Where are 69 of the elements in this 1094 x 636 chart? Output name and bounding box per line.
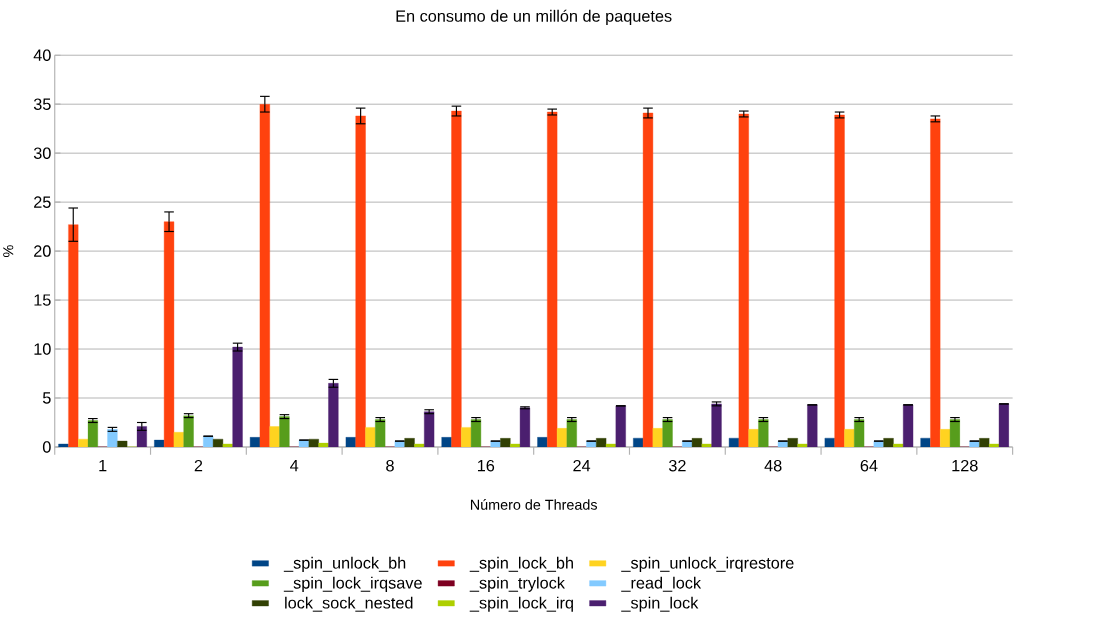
bar [470,419,482,447]
bar [318,442,329,447]
y-axis-title: % [3,245,14,257]
bar [989,443,1000,447]
chart-title: En consumo de un millón de paquetes [396,9,672,26]
bar [797,443,808,447]
y-tick-label: 20 [34,245,51,257]
bar [537,437,548,447]
x-tick-label: 64 [860,459,878,472]
bar [748,429,759,447]
bar [893,443,904,447]
legend-label: _read_lock [621,576,702,592]
x-tick-label: 48 [764,459,782,472]
bar [510,443,521,447]
bar [949,419,961,447]
y-tick-label: 15 [34,294,51,306]
x-tick-label: 32 [668,459,686,472]
x-tick-label: 24 [573,459,591,472]
bar [345,437,356,447]
bar [605,443,617,447]
legend-label: _spin_unlock_irqrestore [621,556,794,572]
legend-label: _spin_trylock [469,576,565,592]
bar [461,427,472,447]
bar [758,419,769,447]
bar [279,416,290,447]
bar [566,419,577,447]
bar [844,429,855,447]
legend-label: _spin_lock_irqsave [283,576,422,592]
y-tick-label: 35 [33,98,51,110]
bar [298,439,310,447]
bar [854,419,865,447]
bar [87,420,98,447]
bar [154,439,165,447]
bar [173,432,184,447]
bar [77,438,89,447]
x-tick-label: 1 [99,459,107,472]
bar [269,426,280,447]
x-axis-title: Número de Threads [470,499,598,510]
y-tick-label: 40 [33,49,51,61]
y-tick-label: 5 [42,392,51,404]
bar [183,415,194,447]
bar [920,437,931,447]
bar [824,437,835,447]
legend-label: lock_sock_nested [285,596,413,612]
y-tick-label: 30 [33,147,51,159]
x-tick-label: 8 [386,459,394,472]
bar [365,427,376,447]
bar [375,419,386,447]
bar [556,428,568,447]
bar [58,443,69,447]
bar [662,419,673,447]
legend-label: _spin_unlock_bh [283,556,406,572]
legend-label: _spin_lock [621,596,699,612]
y-tick-label: 25 [34,196,51,208]
x-tick-label: 128 [952,459,978,472]
bar [107,429,118,447]
y-tick-label: 10 [34,343,51,355]
x-tick-label: 16 [477,459,495,472]
legend-label: _spin_lock_bh [469,556,573,572]
bar [414,443,425,447]
y-tick-label: 0 [42,441,51,453]
legend-label: _spin_lock_irq [469,596,573,612]
bar [701,443,712,447]
bar [728,437,740,447]
bar [441,437,452,447]
x-tick-label: 4 [290,459,299,472]
bar [940,429,951,447]
x-tick-label: 2 [194,459,203,472]
bar [652,428,663,447]
